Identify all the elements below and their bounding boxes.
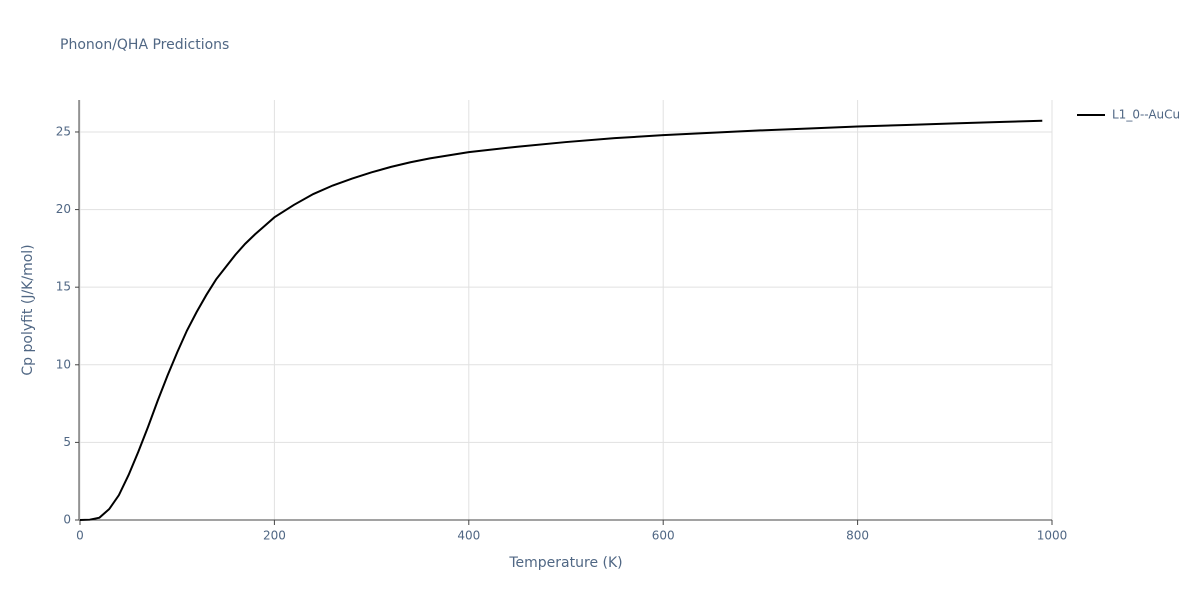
y-tick-label: 15 [56, 280, 71, 294]
x-axis-label: Temperature (K) [508, 555, 622, 571]
y-tick-label: 25 [56, 124, 71, 138]
x-tick-label: 0 [76, 529, 84, 543]
y-tick-label: 0 [63, 513, 71, 527]
x-tick-label: 800 [846, 529, 869, 543]
x-tick-label: 1000 [1037, 529, 1068, 543]
legend-label: L1_0--AuCu [1112, 108, 1180, 122]
y-tick-label: 20 [56, 202, 71, 216]
line [79, 119, 1043, 521]
x-tick-label: 600 [652, 529, 675, 543]
y-tick-label: 5 [63, 435, 71, 449]
chart-title: Phonon/QHA Predictions [60, 37, 229, 53]
x-tick-label: 400 [457, 529, 480, 543]
x-tick-label: 200 [263, 529, 286, 543]
y-tick-label: 10 [56, 357, 71, 371]
y-axis-label: Cp polyfit (J/K/mol) [20, 244, 36, 375]
